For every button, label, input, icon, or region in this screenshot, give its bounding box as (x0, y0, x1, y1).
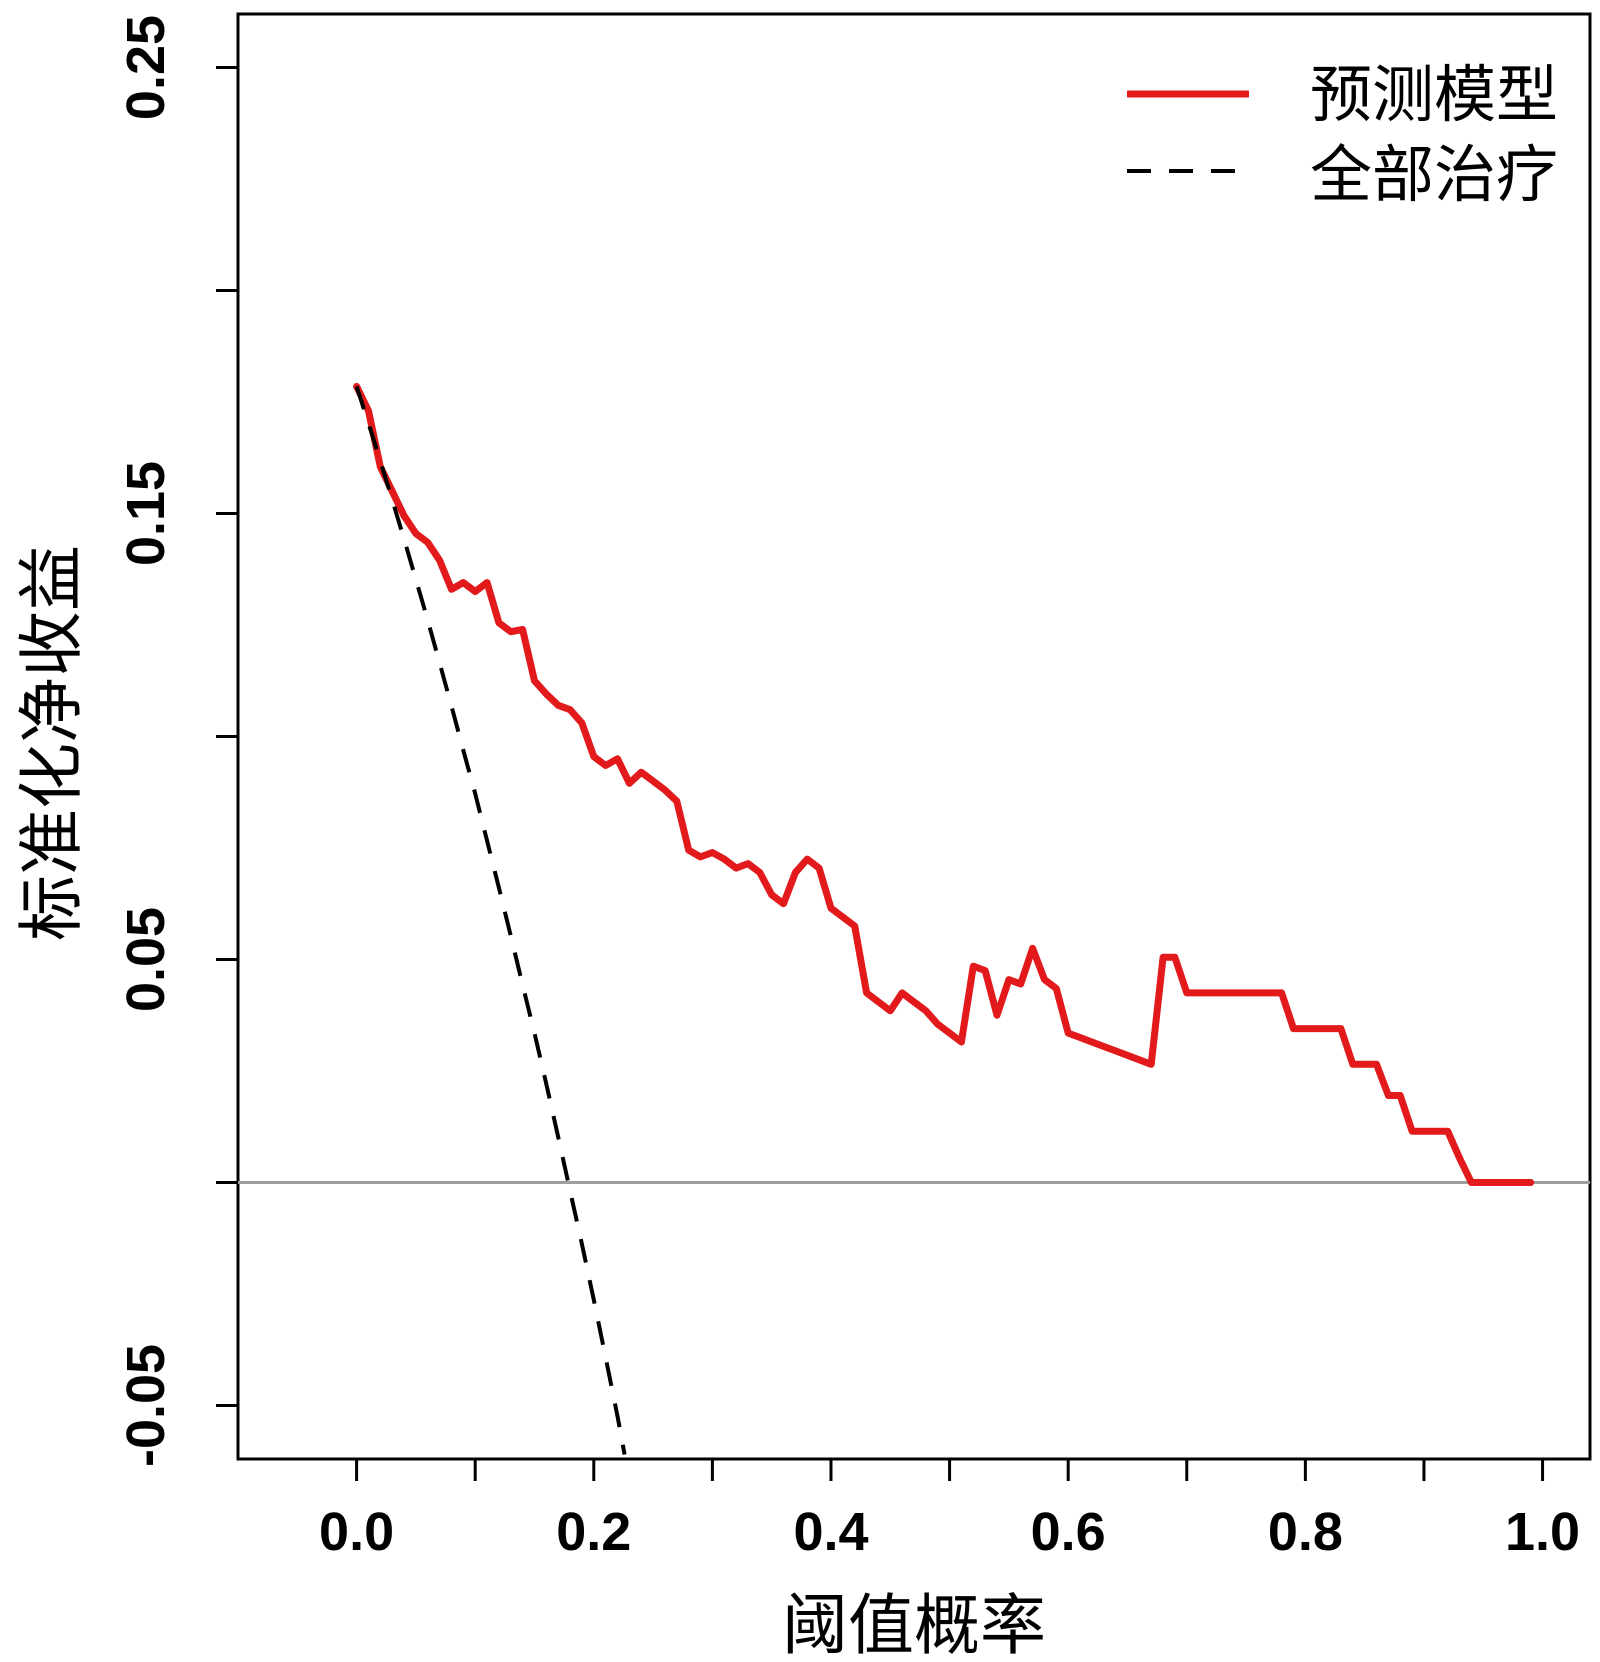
x-axis-title: 阈值概率 (782, 1587, 1046, 1662)
series-line-prediction-model (353, 382, 1535, 1186)
y-tick-label: -0.05 (116, 1344, 176, 1467)
y-axis: -0.05 0.05 0.15 0.25 (116, 15, 238, 1467)
legend: 预测模型 全部治疗 (1127, 58, 1558, 211)
y-tick-label: 0.05 (116, 907, 176, 1012)
x-tick-label: 0.2 (556, 1502, 631, 1562)
series-line-treat-all (354, 385, 627, 1455)
legend-label-prediction-model: 预测模型 (1310, 58, 1558, 131)
x-tick-label: 0.6 (1031, 1502, 1106, 1562)
x-tick-label: 0.4 (793, 1502, 868, 1562)
x-tick-label: 1.0 (1505, 1502, 1580, 1562)
y-tick-label: 0.25 (116, 15, 176, 120)
x-axis: 0.0 0.2 0.4 0.6 0.8 1.0 (319, 1459, 1580, 1562)
y-axis-title: 标准化净收益 (13, 545, 90, 941)
x-tick-label: 0.8 (1268, 1502, 1343, 1562)
legend-label-treat-all: 全部治疗 (1310, 138, 1558, 211)
plot-frame (236, 12, 1592, 1461)
x-tick-label: 0.0 (319, 1502, 394, 1562)
y-tick-label: 0.15 (116, 461, 176, 566)
